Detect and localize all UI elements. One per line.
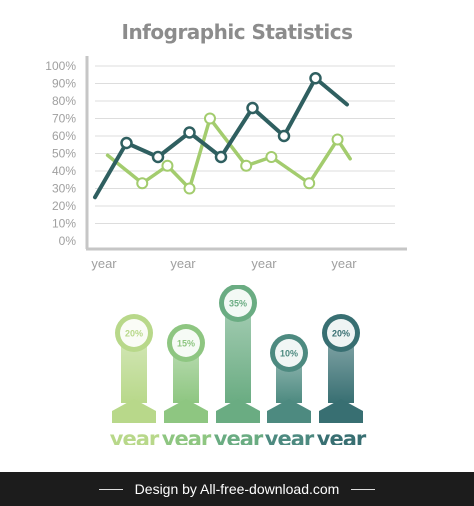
bar-category-label: year xyxy=(317,427,367,445)
x-tick-label: year xyxy=(91,256,117,271)
x-tick-label: year xyxy=(331,256,357,271)
data-point xyxy=(161,159,174,172)
data-point xyxy=(240,159,253,172)
bar-base xyxy=(216,399,260,423)
data-point xyxy=(151,150,165,164)
bar-cap-disc xyxy=(120,319,148,347)
data-point xyxy=(120,136,133,150)
bar-base xyxy=(319,399,363,423)
data-point xyxy=(309,72,322,85)
footer-bar: Design by All-free-download.com xyxy=(0,472,474,506)
y-tick-label: 0% xyxy=(59,234,77,248)
y-tick-label: 50% xyxy=(52,147,76,161)
chart-title: Infographic Statistics xyxy=(121,20,353,44)
bar-category-label: year xyxy=(265,427,315,445)
y-tick-label: 40% xyxy=(52,164,76,178)
bar-category-label: year xyxy=(162,427,212,445)
data-point xyxy=(331,133,344,146)
y-tick-label: 70% xyxy=(52,112,76,126)
y-tick-label: 100% xyxy=(45,59,76,73)
data-point xyxy=(246,101,259,115)
bar-value-label: 15% xyxy=(177,339,195,349)
bar-value-label: 20% xyxy=(332,329,350,339)
data-point xyxy=(277,129,291,143)
series-line xyxy=(105,116,352,191)
y-tick-label: 60% xyxy=(52,129,76,143)
data-point xyxy=(214,150,228,164)
line-chart: 0% 10% 20% 30% 40% 50% 60% 70% 80% 90% 100% year yea… xyxy=(45,56,407,271)
x-tick-label: year xyxy=(251,256,277,271)
data-point xyxy=(265,151,278,163)
bar-value-label: 10% xyxy=(280,349,298,359)
y-tick-label: 30% xyxy=(52,182,76,196)
bar-cap-disc xyxy=(224,289,252,317)
y-tick-label: 90% xyxy=(52,77,76,91)
bar-value-label: 20% xyxy=(125,329,143,339)
y-tick-label: 10% xyxy=(52,217,76,231)
bar-base xyxy=(112,399,156,423)
bar-category-label: year xyxy=(214,427,264,445)
bar-base xyxy=(267,399,311,423)
bar-infographic: 20% year 15% year 35% year 10% year 20% year xyxy=(110,285,368,445)
data-point xyxy=(183,126,196,139)
bar-category-label: year xyxy=(110,427,160,445)
bar-cap-disc xyxy=(327,319,355,347)
data-point xyxy=(136,177,149,190)
data-point xyxy=(203,112,216,125)
footer-dash-left xyxy=(98,488,123,490)
data-point xyxy=(183,182,196,195)
y-tick-label: 80% xyxy=(52,94,76,108)
footer-dash-right xyxy=(351,488,376,490)
x-tick-label: year xyxy=(170,256,196,271)
bar-base xyxy=(164,399,208,423)
bar-cap-disc xyxy=(172,329,200,357)
bar-cap-disc xyxy=(275,339,303,367)
bar-value-label: 35% xyxy=(229,299,247,309)
footer-credit: Design by All-free-download.com xyxy=(134,481,340,497)
data-point xyxy=(303,177,316,190)
y-tick-label: 20% xyxy=(52,199,76,213)
